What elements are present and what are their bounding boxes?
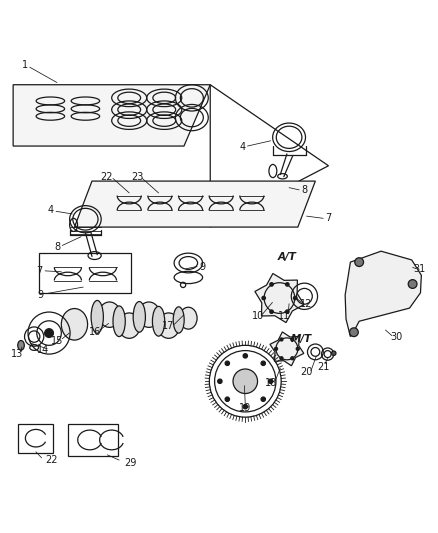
Ellipse shape [99,302,120,327]
Text: 14: 14 [37,345,49,355]
Text: 17: 17 [162,321,175,330]
Text: 20: 20 [300,367,313,377]
Ellipse shape [113,306,125,336]
Polygon shape [270,332,304,366]
Polygon shape [345,251,421,336]
Ellipse shape [225,361,230,366]
Ellipse shape [293,296,297,300]
Text: 9: 9 [38,289,44,300]
Text: 22: 22 [46,455,58,465]
Ellipse shape [180,307,197,329]
Ellipse shape [261,397,265,401]
Text: 7: 7 [36,266,42,276]
Text: 4: 4 [47,205,53,215]
Ellipse shape [280,338,283,341]
Ellipse shape [158,313,180,338]
Text: 12: 12 [300,298,312,309]
Ellipse shape [270,282,273,286]
Text: 21: 21 [317,362,329,372]
Bar [18,424,53,453]
Text: 15: 15 [51,336,63,346]
Ellipse shape [350,328,358,336]
Text: 30: 30 [390,333,403,343]
Ellipse shape [173,307,184,333]
Ellipse shape [268,379,273,383]
Ellipse shape [133,302,145,332]
Ellipse shape [332,351,336,356]
Ellipse shape [118,313,140,338]
Text: 31: 31 [413,264,426,273]
Ellipse shape [45,329,53,337]
Text: 23: 23 [131,172,143,182]
Text: 7: 7 [325,213,332,223]
Text: 10: 10 [252,311,265,320]
Ellipse shape [291,357,294,360]
Ellipse shape [261,361,265,366]
Polygon shape [13,85,210,146]
Text: M/T: M/T [291,334,312,344]
Ellipse shape [280,357,283,360]
Polygon shape [74,181,315,227]
Polygon shape [255,273,304,322]
Ellipse shape [270,310,273,313]
Ellipse shape [152,306,165,336]
Ellipse shape [225,397,230,401]
Text: 8: 8 [54,242,60,252]
Ellipse shape [243,405,247,409]
Ellipse shape [233,369,258,393]
Text: 11: 11 [278,311,290,320]
Ellipse shape [218,379,222,383]
Ellipse shape [286,310,289,313]
Ellipse shape [91,301,103,333]
Text: 8: 8 [301,185,307,195]
Text: 22: 22 [100,172,113,182]
Text: 19: 19 [239,402,251,413]
Ellipse shape [275,348,278,350]
Bar [68,424,118,456]
Ellipse shape [18,341,25,350]
Text: 29: 29 [124,458,137,468]
Ellipse shape [262,296,265,300]
Text: A/T: A/T [277,252,297,262]
Text: 18: 18 [265,377,277,387]
Ellipse shape [138,302,160,327]
Ellipse shape [355,258,364,266]
Ellipse shape [286,282,289,286]
Text: 16: 16 [89,327,102,337]
Ellipse shape [243,354,247,358]
Ellipse shape [296,348,299,350]
Ellipse shape [61,309,88,340]
Text: 9: 9 [199,262,205,271]
Text: 13: 13 [11,349,23,359]
Ellipse shape [408,280,417,288]
Ellipse shape [291,338,294,341]
Text: 4: 4 [240,142,246,152]
Text: 1: 1 [22,60,28,70]
